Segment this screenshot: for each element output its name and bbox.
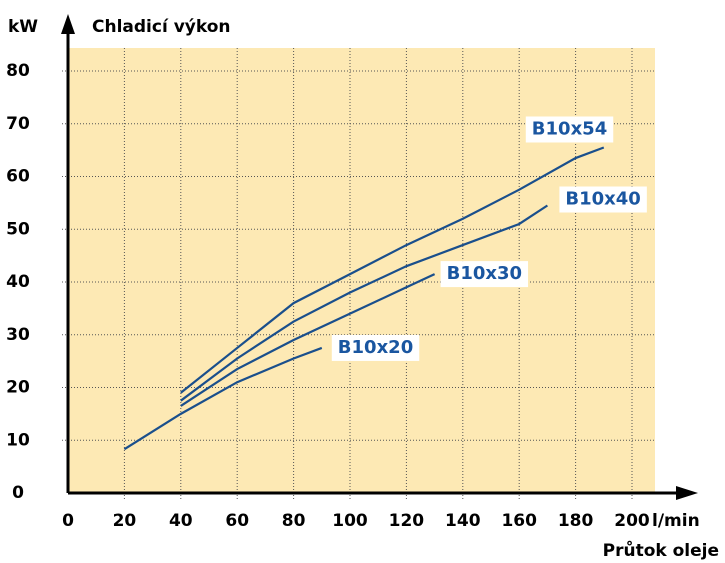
y-tick-label: 70	[6, 114, 30, 134]
x-tick-label: 180	[558, 511, 594, 531]
x-tick-label: 0	[62, 511, 74, 531]
line	[123, 346, 323, 451]
x-tick-label: 160	[501, 511, 537, 531]
y-tick-label: 40	[6, 272, 30, 292]
x-unit: l/min	[652, 511, 700, 531]
y-tick-label: 80	[6, 61, 30, 81]
series-label: B10x20	[338, 337, 413, 358]
x-tick-label: 100	[332, 511, 368, 531]
x-tick-label: 80	[282, 511, 306, 531]
x-tick-label: 140	[445, 511, 481, 531]
line	[180, 204, 549, 402]
y-arrow	[61, 14, 75, 34]
label-box	[440, 261, 529, 288]
x-axis-label: Průtok oleje	[603, 539, 719, 561]
label-box	[559, 186, 647, 213]
y-tick-label: 10	[6, 430, 30, 450]
y-axis-label: kW	[8, 17, 38, 37]
line	[180, 146, 605, 394]
y-tick-label: 50	[6, 219, 30, 239]
plot-background	[68, 48, 655, 493]
label-box	[525, 116, 614, 143]
x-arrow	[676, 486, 698, 500]
y-tick-label: 0	[12, 483, 24, 503]
y-tick-label: 20	[6, 378, 30, 398]
series-label: B10x54	[532, 118, 607, 139]
series-label: B10x30	[447, 263, 522, 284]
y-tick-label: 60	[6, 167, 30, 187]
x-tick-label: 40	[169, 511, 193, 531]
x-tick-label: 60	[225, 511, 249, 531]
chart-title: Chladicí výkon	[92, 17, 231, 37]
line	[180, 273, 436, 407]
y-tick-label: 30	[6, 325, 30, 345]
series-label: B10x40	[565, 189, 640, 210]
x-tick-label: 20	[113, 511, 137, 531]
x-tick-label: 120	[389, 511, 425, 531]
label-box	[331, 334, 420, 361]
x-tick-label: 200	[614, 511, 650, 531]
